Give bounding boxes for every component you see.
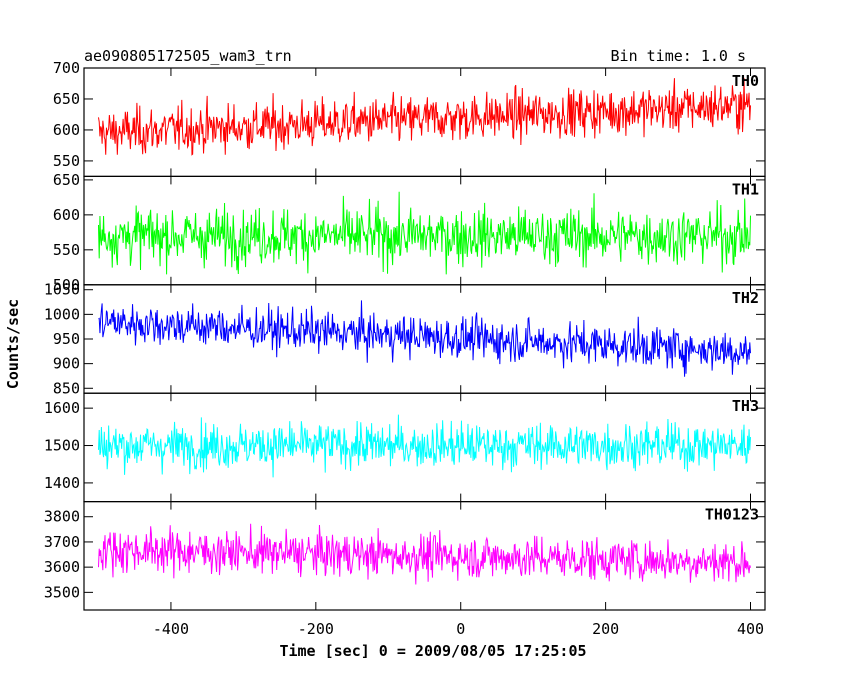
panel-label-th2: TH2 [732,289,759,307]
bin-time-label: Bin time: 1.0 s [611,47,746,65]
y-tick-label: 3500 [44,583,80,601]
y-tick-label: 600 [53,206,80,224]
y-tick-label: 650 [53,90,80,108]
panel-label-th0: TH0 [732,72,759,90]
x-axis-title: Time [sec] 0 = 2009/08/05 17:25:05 [279,642,586,660]
panels-group: 550 600 650 700 TH0 500 550 600 650 TH1 850 900 950 1… [44,59,766,638]
y-tick-label: 3800 [44,508,80,526]
series-line-th0123 [97,523,751,585]
y-tick-label: 550 [53,241,80,259]
y-tick-label: 500 [53,276,80,294]
y-tick-label: 3700 [44,533,80,551]
y-tick-label: 950 [53,330,80,348]
y-tick-label: 850 [53,379,80,397]
panel-label-th0123: TH0123 [705,506,759,524]
panel-label-th1: TH1 [732,180,759,198]
y-tick-label: 3600 [44,558,80,576]
panel-label-th3: TH3 [732,397,759,415]
y-tick-label: 1000 [44,305,80,323]
x-tick-label: 200 [592,620,619,638]
chart-title: ae090805172505_wam3_trn [84,47,292,65]
series-line-th2 [98,300,752,377]
y-tick-label: 1500 [44,437,80,455]
y-axis-title: Counts/sec [4,299,22,389]
x-tick-label: -400 [153,620,189,638]
y-tick-label: 1050 [44,281,80,299]
series-line-th0 [97,77,752,156]
y-tick-label: 1600 [44,399,80,417]
y-tick-label: 550 [53,152,80,170]
x-tick-label: 0 [456,620,465,638]
y-tick-label: 650 [53,171,80,189]
series-line-th1 [97,191,752,275]
y-tick-label: 600 [53,121,80,139]
y-tick-label: 900 [53,355,80,373]
series-line-th3 [97,414,752,478]
y-tick-label: 700 [53,59,80,77]
x-tick-label: 400 [737,620,764,638]
y-tick-label: 1400 [44,474,80,492]
x-tick-label: -200 [298,620,334,638]
panel-frame [83,501,766,611]
